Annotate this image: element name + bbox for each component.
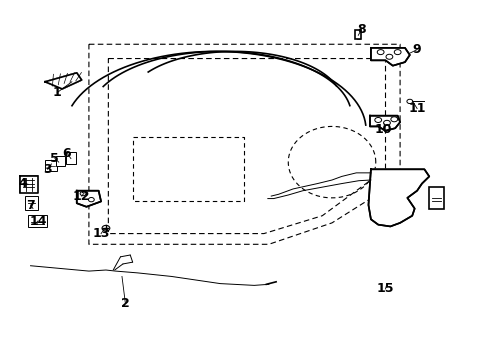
Bar (25, 196, 38, 210)
Bar (355, 30, 361, 39)
Text: 2: 2 (121, 297, 129, 310)
Bar (28, 215, 46, 227)
Bar (428, 187, 443, 208)
Text: 12: 12 (73, 190, 90, 203)
Polygon shape (77, 191, 101, 207)
Text: 13: 13 (92, 227, 109, 240)
Text: 5: 5 (50, 152, 59, 165)
Text: 9: 9 (412, 43, 421, 56)
Text: 6: 6 (62, 147, 71, 160)
Circle shape (374, 117, 381, 122)
Circle shape (385, 54, 392, 59)
Text: 10: 10 (373, 123, 391, 136)
Circle shape (376, 50, 383, 55)
Polygon shape (45, 73, 81, 89)
Circle shape (406, 99, 412, 104)
Text: 14: 14 (29, 215, 46, 228)
Polygon shape (20, 176, 38, 193)
Text: 15: 15 (376, 283, 393, 296)
Circle shape (102, 225, 110, 231)
Bar (66, 153, 76, 164)
Circle shape (393, 50, 400, 55)
Text: 7: 7 (26, 198, 35, 212)
Circle shape (383, 120, 389, 125)
Circle shape (80, 192, 86, 196)
Circle shape (390, 117, 397, 122)
Polygon shape (370, 48, 409, 66)
Bar (45, 160, 57, 171)
Text: 8: 8 (356, 23, 365, 36)
Text: 4: 4 (19, 177, 28, 190)
Text: 11: 11 (407, 102, 425, 115)
Circle shape (88, 198, 94, 202)
Polygon shape (368, 169, 428, 226)
Polygon shape (369, 116, 399, 131)
Text: 3: 3 (43, 163, 52, 176)
Bar (56, 157, 65, 166)
Text: 1: 1 (53, 86, 61, 99)
